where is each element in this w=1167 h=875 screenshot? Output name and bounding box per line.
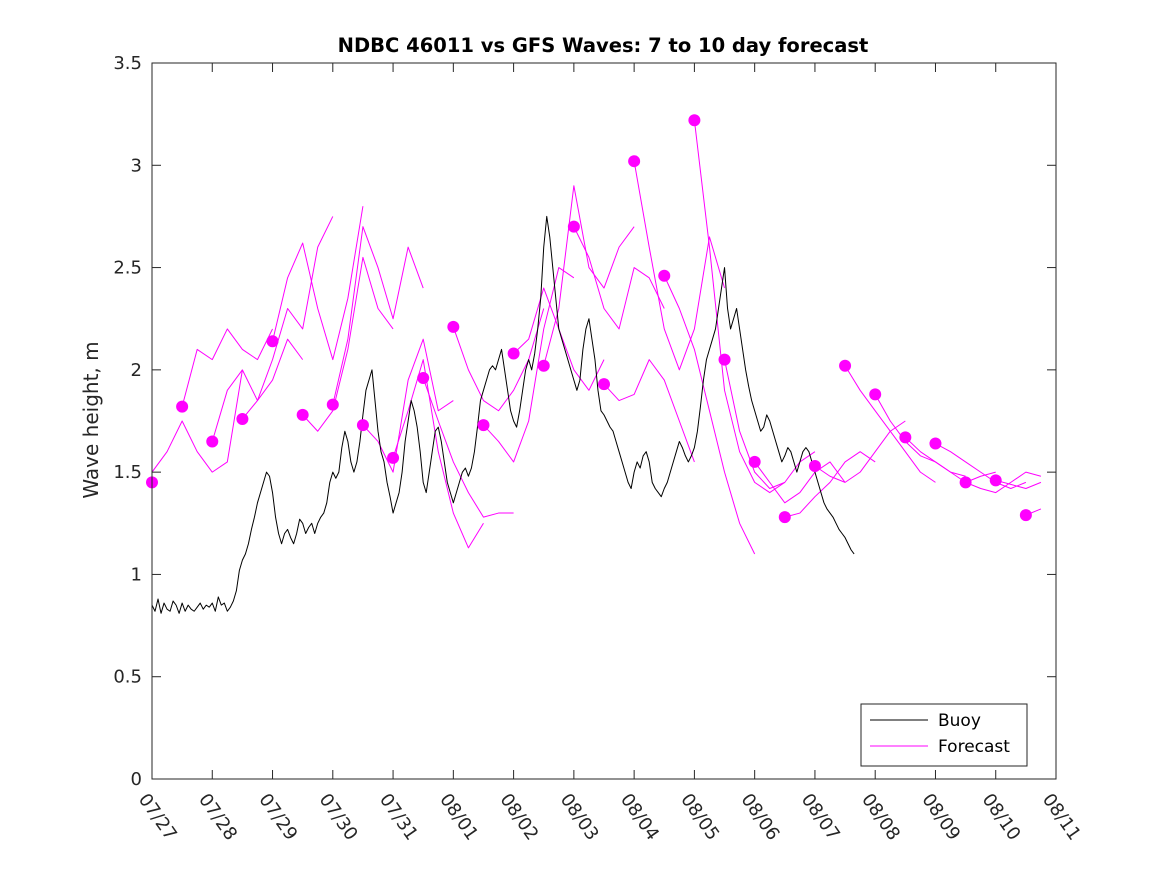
forecast-marker-point <box>899 431 912 444</box>
forecast-series-line-6 <box>302 256 394 432</box>
forecast-marker-point <box>206 435 219 448</box>
forecast-marker-point <box>296 408 309 421</box>
forecast-marker-point <box>1019 509 1032 522</box>
forecast-marker-point <box>929 437 942 450</box>
forecast-marker-point <box>507 347 520 360</box>
forecast-series-line-16 <box>603 359 695 463</box>
forecast-marker-point <box>236 412 249 425</box>
forecast-series-line-9 <box>392 359 484 549</box>
forecast-series-line-21 <box>754 461 846 504</box>
forecast-series-line-14 <box>543 185 635 366</box>
forecast-marker-point <box>356 419 369 432</box>
legend-buoy-label: Buoy <box>938 711 981 731</box>
buoy-series-line <box>152 215 855 614</box>
forecast-series-line-24 <box>844 365 936 483</box>
legend-forecast-label: Forecast <box>938 737 1010 757</box>
chart-title: NDBC 46011 vs GFS Waves: 7 to 10 day for… <box>338 34 869 57</box>
forecast-series-line-22 <box>784 451 876 518</box>
forecast-series-line-10 <box>422 377 514 518</box>
forecast-marker-point <box>176 400 189 413</box>
forecast-series-line-2 <box>181 328 273 407</box>
forecast-marker-point <box>688 114 701 127</box>
forecast-marker-point <box>326 398 339 411</box>
y-axis-label: Wave height, m <box>79 341 103 498</box>
forecast-series-line-28 <box>965 471 1042 494</box>
y-tick-label: 3.5 <box>113 53 142 74</box>
forecast-series-line-4 <box>242 216 334 420</box>
forecast-marker-point <box>447 320 460 333</box>
plot-area-frame <box>151 62 1057 780</box>
forecast-marker-point <box>959 476 972 489</box>
forecast-series-line-8 <box>362 338 454 473</box>
forecast-marker-point <box>477 419 490 432</box>
forecast-marker-point <box>869 388 882 401</box>
forecast-marker-group <box>146 114 1032 524</box>
forecast-marker-point <box>387 451 400 464</box>
forecast-marker-point <box>839 359 852 372</box>
forecast-marker-point <box>718 353 731 366</box>
y-tick-label: 3 <box>131 155 142 176</box>
forecast-marker-point <box>598 378 610 391</box>
forecast-series-line-15 <box>573 226 665 330</box>
forecast-marker-point <box>537 359 550 372</box>
y-tick-label: 2.5 <box>113 258 142 279</box>
forecast-marker-point <box>658 269 671 282</box>
y-tick-label: 2 <box>131 360 142 381</box>
forecast-marker-point <box>417 372 430 385</box>
forecast-marker-point <box>567 220 580 233</box>
y-tick-label: 1.5 <box>113 462 142 483</box>
forecast-series-line-19 <box>693 120 786 494</box>
forecast-marker-point <box>808 460 821 473</box>
y-tick-label: 0.5 <box>113 667 142 688</box>
forecast-series-line-17 <box>633 161 726 371</box>
forecast-series-line-27 <box>935 443 1027 490</box>
legend: Buoy Forecast <box>860 703 1028 767</box>
forecast-series-line-7 <box>332 226 424 405</box>
forecast-marker-point <box>989 474 1002 487</box>
y-tick-label: 1 <box>131 564 142 585</box>
forecast-series-line-12 <box>483 267 575 463</box>
forecast-series-line-26 <box>904 437 996 483</box>
forecast-marker-point <box>748 455 761 468</box>
forecast-series-line-18 <box>663 275 756 555</box>
forecast-marker-point <box>266 335 279 348</box>
forecast-series-line-1 <box>152 369 243 473</box>
buoy-series-group <box>152 215 855 614</box>
y-tick-label: 0 <box>131 769 142 790</box>
forecast-series-line-5 <box>272 206 364 361</box>
legend-box <box>860 703 1028 767</box>
y-axis: 0 0.5 1 1.5 2 2.5 3 3.5 <box>113 53 1056 790</box>
forecast-marker-point <box>778 511 791 524</box>
forecast-series-line-29 <box>995 479 1042 490</box>
forecast-marker-point <box>628 155 641 168</box>
